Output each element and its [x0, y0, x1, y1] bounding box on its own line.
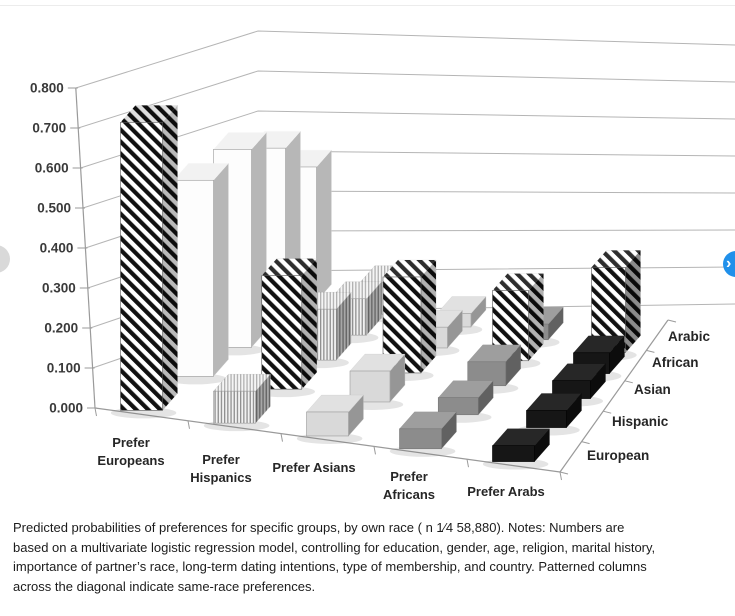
- panel-top-divider: [0, 5, 735, 6]
- svg-text:African: African: [652, 355, 699, 370]
- depth-axis-labels: Arabic African Asian Hispanic European: [587, 329, 711, 463]
- svg-text:European: European: [587, 448, 649, 463]
- svg-text:0.300: 0.300: [42, 281, 76, 296]
- svg-text:Hispanics: Hispanics: [190, 470, 251, 485]
- caption-line: Predicted probabilities of preferences f…: [13, 520, 625, 535]
- svg-text:Prefer: Prefer: [112, 435, 150, 450]
- chart-bars: [110, 104, 642, 470]
- bar-african-prefer-africans: [484, 272, 545, 369]
- depth-axis: [559, 319, 677, 475]
- svg-text:0.200: 0.200: [44, 321, 78, 336]
- bar-asian-prefer-asians: [374, 259, 437, 381]
- svg-text:Prefer: Prefer: [390, 469, 428, 484]
- svg-text:Prefer Arabs: Prefer Arabs: [467, 484, 545, 499]
- caption-line: across the diagonal indicate same-race p…: [13, 578, 316, 594]
- svg-text:Europeans: Europeans: [97, 453, 164, 468]
- bar-european-prefer-europeans: [110, 104, 179, 419]
- bar-european-prefer-arabs: [482, 427, 551, 470]
- svg-text:Hispanic: Hispanic: [612, 414, 669, 429]
- bar-european-prefer-africans: [389, 411, 458, 457]
- next-figure-button[interactable]: ›: [723, 251, 735, 277]
- caption-line: importance of partner’s race, long-term …: [13, 559, 647, 574]
- svg-text:0.400: 0.400: [40, 241, 74, 256]
- svg-text:0.000: 0.000: [49, 401, 83, 416]
- figure-caption: Predicted probabilities of preferences f…: [13, 518, 727, 596]
- svg-text:0.100: 0.100: [47, 361, 81, 376]
- svg-text:Prefer: Prefer: [202, 452, 240, 467]
- figure-chart: 0.000 0.100 0.200 0.300 0.400 0.500 0.60…: [0, 8, 735, 518]
- svg-text:Arabic: Arabic: [668, 329, 711, 344]
- caption-line: based on a multivariate logistic regress…: [13, 539, 656, 555]
- previous-figure-button[interactable]: [0, 245, 10, 273]
- 3d-column-chart: 0.000 0.100 0.200 0.300 0.400 0.500 0.60…: [30, 30, 735, 502]
- value-axis: 0.000 0.100 0.200 0.300 0.400 0.500 0.60…: [30, 81, 97, 416]
- svg-text:Asian: Asian: [634, 382, 671, 397]
- svg-text:0.800: 0.800: [30, 81, 64, 96]
- svg-text:0.600: 0.600: [35, 161, 69, 176]
- svg-text:Prefer Asians: Prefer Asians: [272, 460, 355, 475]
- bar-european-prefer-asians: [296, 394, 365, 444]
- svg-text:0.700: 0.700: [32, 121, 66, 136]
- bar-hispanic-prefer-europeans: [164, 162, 230, 385]
- svg-text:Africans: Africans: [383, 487, 435, 502]
- category-axis-labels: Prefer Europeans Prefer Hispanics Prefer Asi…: [97, 435, 544, 502]
- svg-text:0.500: 0.500: [37, 201, 71, 216]
- category-axis: [94, 407, 562, 481]
- bar-european-prefer-hispanics: [203, 373, 272, 432]
